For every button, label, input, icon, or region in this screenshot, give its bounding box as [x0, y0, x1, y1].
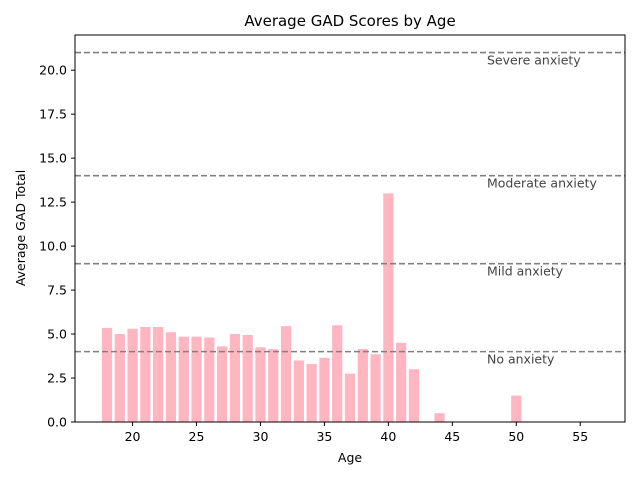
y-tick-label: 15.0: [39, 151, 67, 166]
x-tick-label: 30: [253, 429, 269, 444]
bar-age-21: [140, 327, 151, 422]
bar-age-30: [255, 347, 266, 422]
bar-age-39: [370, 354, 381, 422]
chart-title: Average GAD Scores by Age: [244, 12, 455, 30]
y-axis: 0.0 2.5 5.0 7.5 10.0 12.5 15.0 17.5 20.0: [39, 63, 75, 430]
bar-age-42: [408, 369, 420, 422]
y-tick-label: 2.5: [47, 371, 67, 386]
bar-age-36: [332, 325, 343, 422]
y-axis-title: Average GAD Total: [13, 170, 28, 286]
bar-age-32: [280, 326, 292, 422]
bar-age-18: [101, 327, 113, 422]
threshold-label: Severe anxiety: [487, 53, 581, 68]
x-tick-label: 35: [316, 429, 332, 444]
bar-age-27: [216, 346, 228, 422]
bar-age-26: [204, 337, 215, 422]
bar-age-34: [306, 363, 317, 422]
threshold-label: Moderate anxiety: [487, 176, 597, 191]
threshold-lines-layer: No anxiety Mild anxiety Moderate anxiety Se…: [75, 51, 625, 367]
bar-age-23: [165, 332, 177, 422]
y-tick-label: 7.5: [47, 283, 67, 298]
bar-age-33: [293, 360, 304, 422]
bar-age-41: [396, 342, 407, 422]
bar-age-25: [191, 336, 202, 422]
bar-age-40: [383, 193, 394, 422]
bar-age-19: [114, 334, 125, 422]
y-tick-label: 0.0: [47, 415, 67, 430]
x-tick-label: 25: [189, 429, 205, 444]
bar-age-20: [127, 328, 138, 422]
bar-age-37: [344, 373, 356, 422]
bar-age-35: [319, 357, 330, 422]
threshold-label: Mild anxiety: [487, 264, 564, 279]
plot-frame: [74, 34, 626, 423]
x-tick-label: 55: [572, 429, 588, 444]
x-axis: 20 25 30 35 40 45 50 55: [125, 422, 588, 444]
bar-age-22: [153, 327, 164, 422]
threshold-label: No anxiety: [487, 352, 555, 367]
bars-layer: [101, 193, 522, 422]
y-tick-label: 12.5: [39, 195, 67, 210]
x-axis-title: Age: [338, 450, 362, 465]
bar-age-31: [268, 348, 279, 422]
y-tick-label: 20.0: [39, 63, 67, 78]
x-tick-label: 20: [125, 429, 141, 444]
bar-age-38: [357, 348, 368, 422]
bar-age-29: [242, 334, 253, 422]
bar-age-44: [434, 413, 445, 422]
x-tick-label: 45: [444, 429, 460, 444]
y-tick-label: 17.5: [39, 107, 67, 122]
y-tick-label: 10.0: [39, 239, 67, 254]
x-tick-label: 50: [508, 429, 524, 444]
y-tick-label: 5.0: [47, 327, 67, 342]
bar-age-50: [511, 395, 522, 422]
x-tick-label: 40: [380, 429, 396, 444]
bar-age-28: [229, 334, 240, 422]
bar-age-24: [178, 336, 189, 422]
